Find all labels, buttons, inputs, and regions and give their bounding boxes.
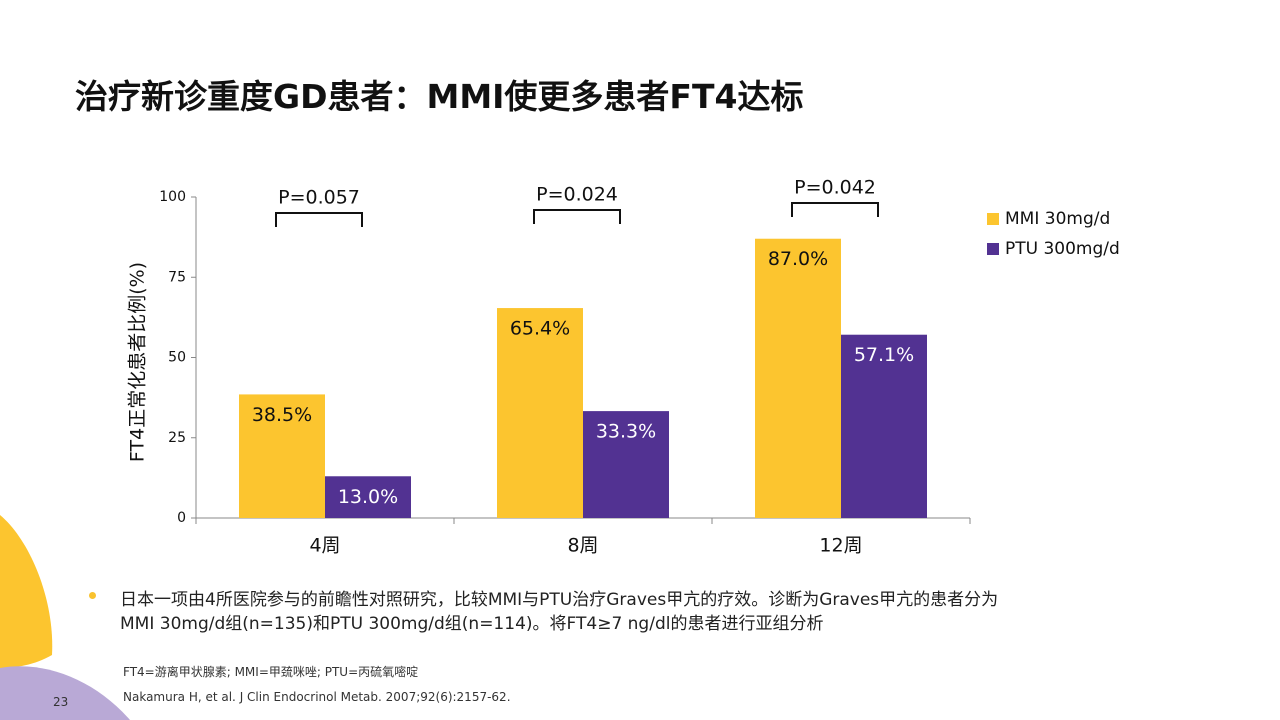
bar [841, 334, 927, 518]
bullet-dot [89, 592, 96, 599]
bar [497, 308, 583, 518]
legend-label: MMI 30mg/d [1005, 209, 1110, 229]
p-value: P=0.024 [536, 184, 618, 206]
bullet-line: 日本一项由4所医院参与的前瞻性对照研究，比较MMI与PTU治疗Graves甲亢的… [120, 590, 999, 610]
legend-swatch [987, 243, 999, 255]
value-label: 13.0% [338, 486, 398, 508]
value-label: 65.4% [510, 318, 570, 340]
bullet-line: MMI 30mg/d组(n=135)和PTU 300mg/d组(n=114)。将… [120, 614, 824, 634]
legend-swatch [987, 213, 999, 225]
slide-title: 治疗新诊重度GD患者：MMI使更多患者FT4达标 [75, 77, 804, 116]
bar [583, 411, 669, 518]
y-tick-label: 100 [159, 189, 186, 205]
bullet-text: 日本一项由4所医院参与的前瞻性对照研究，比较MMI与PTU治疗Graves甲亢的… [120, 588, 998, 636]
value-label: 33.3% [596, 421, 656, 443]
x-tick-label: 8周 [567, 535, 598, 557]
y-tick-label: 25 [168, 430, 186, 446]
value-label: 38.5% [252, 404, 312, 426]
x-tick-label: 4周 [309, 535, 340, 557]
chart: FT4正常化患者比例(%) 0 25 50 75 100 4周 38.5% 13.0% P=0.… [127, 177, 1120, 557]
footnote: Nakamura H, et al. J Clin Endocrinol Met… [123, 690, 511, 704]
bar [239, 394, 325, 518]
p-value: P=0.057 [278, 187, 360, 209]
value-label: 57.1% [854, 344, 914, 366]
page-number: 23 [53, 695, 69, 709]
y-axis-label: FT4正常化患者比例(%) [127, 262, 149, 462]
value-label: 87.0% [768, 248, 828, 270]
y-tick-label: 50 [168, 350, 186, 366]
footnote: FT4=游离甲状腺素; MMI=甲巯咪唑; PTU=丙硫氧嘧啶 [123, 665, 419, 679]
x-tick-label: 12周 [819, 535, 862, 557]
lavender-shape [0, 666, 130, 720]
bar [755, 238, 841, 519]
p-bracket [533, 209, 621, 224]
p-value: P=0.042 [794, 177, 876, 199]
legend-label: PTU 300mg/d [1005, 239, 1120, 259]
p-bracket [275, 212, 363, 227]
y-tick-label: 75 [168, 269, 186, 285]
p-bracket [791, 202, 879, 217]
y-tick-label: 0 [177, 510, 186, 526]
yellow-shape [0, 515, 53, 668]
bar [325, 476, 411, 518]
